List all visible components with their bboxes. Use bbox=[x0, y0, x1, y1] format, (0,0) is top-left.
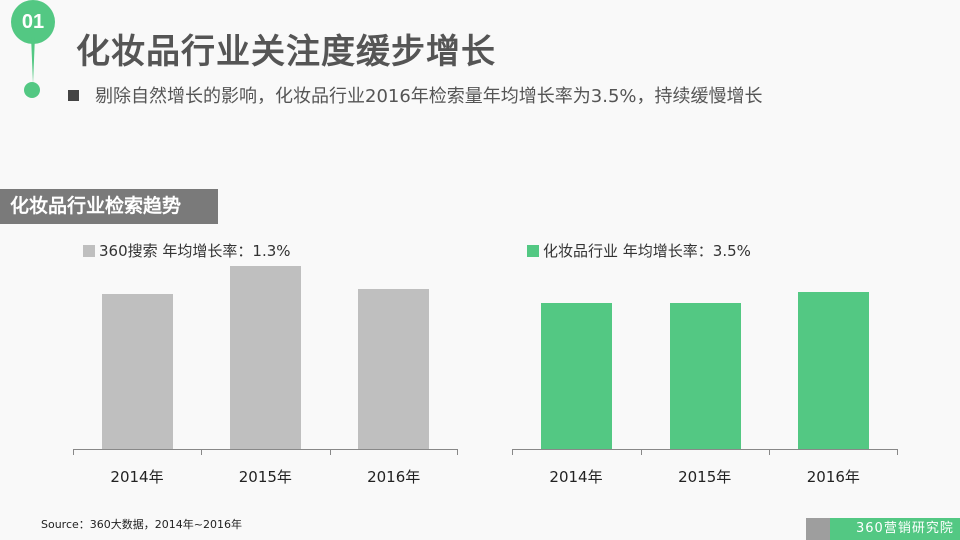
legend-label: 360搜索 年均增长率：1.3% bbox=[99, 242, 291, 260]
axis-tick bbox=[329, 449, 331, 455]
axis-tick bbox=[457, 449, 458, 455]
bar bbox=[230, 266, 301, 449]
axis-tick bbox=[73, 449, 74, 455]
axis-tick bbox=[512, 449, 513, 455]
x-tick-label: 2016年 bbox=[806, 468, 860, 486]
x-tick-label: 2015年 bbox=[678, 468, 732, 486]
axis-tick bbox=[201, 449, 203, 455]
bar bbox=[101, 294, 173, 449]
bar bbox=[669, 303, 741, 449]
pin-stem bbox=[31, 36, 35, 84]
x-tick-label: 2016年 bbox=[367, 468, 421, 486]
subtitle: 剔除自然增长的影响，化妆品行业2016年检索量年均增长率为3.5%，持续缓慢增长 bbox=[68, 82, 763, 108]
bar bbox=[540, 303, 612, 449]
axis-tick bbox=[640, 449, 642, 455]
chart-cosmetics: 2014年 2015年 2016年 bbox=[512, 240, 898, 490]
pin-dot bbox=[24, 82, 40, 98]
brand-gray-block bbox=[806, 518, 830, 540]
legend-label: 化妆品行业 年均增长率：3.5% bbox=[543, 242, 751, 260]
x-tick-label: 2014年 bbox=[549, 468, 603, 486]
page-title: 化妆品行业关注度缓步增长 bbox=[76, 32, 496, 72]
legend-360-search: 360搜索 年均增长率：1.3% bbox=[83, 240, 291, 261]
bar bbox=[798, 292, 870, 449]
x-tick-label: 2014年 bbox=[110, 468, 164, 486]
legend-swatch-gray bbox=[83, 244, 95, 257]
chart-360-search: 2014年 2015年 2016年 bbox=[73, 240, 458, 490]
x-axis bbox=[73, 449, 458, 450]
x-tick-label: 2015年 bbox=[238, 468, 292, 486]
bullet-square-icon bbox=[68, 89, 79, 101]
subtitle-text: 剔除自然增长的影响，化妆品行业2016年检索量年均增长率为3.5%，持续缓慢增长 bbox=[95, 86, 763, 107]
section-label: 化妆品行业检索趋势 bbox=[0, 189, 218, 224]
source-note: Source：360大数据，2014年~2016年 bbox=[41, 518, 242, 531]
bar bbox=[358, 289, 430, 449]
brand-footer: 360营销研究院 bbox=[806, 518, 960, 540]
legend-cosmetics: 化妆品行业 年均增长率：3.5% bbox=[527, 240, 751, 261]
brand-label: 360营销研究院 bbox=[830, 518, 960, 540]
axis-tick bbox=[769, 449, 771, 455]
axis-tick bbox=[897, 449, 898, 455]
x-axis bbox=[512, 449, 898, 450]
legend-swatch-green bbox=[527, 244, 539, 257]
